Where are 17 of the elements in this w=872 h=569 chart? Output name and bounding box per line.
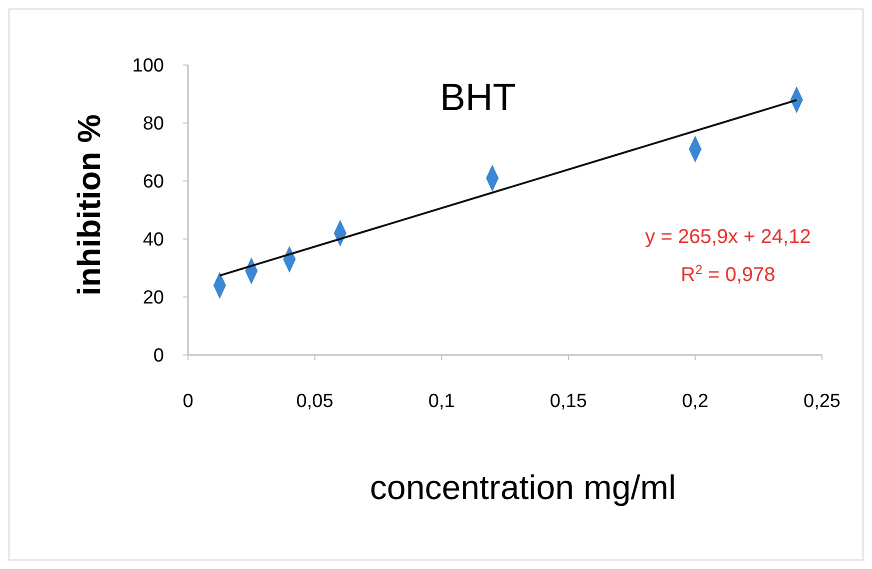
x-tick-label: 0,1	[428, 391, 455, 412]
y-tick-label: 40	[142, 230, 164, 251]
y-tick-label: 80	[142, 114, 164, 135]
y-tick-label: 100	[132, 56, 164, 77]
y-axis-title: inhibition %	[71, 114, 107, 296]
x-tick-label: 0	[182, 391, 194, 412]
y-tick-label: 20	[142, 288, 164, 309]
y-tick-label: 0	[153, 346, 164, 367]
y-tick-label: 60	[142, 172, 164, 193]
annotation: R$^{2}$ = 0,978	[680, 262, 776, 286]
x-tick-label: 0,2	[682, 391, 708, 412]
x-axis-title: concentration mg/ml	[370, 469, 676, 507]
x-tick-label: 0,05	[296, 391, 334, 412]
annotation: y = 265,9x + 24,12	[645, 226, 811, 248]
chart-title: BHT	[440, 77, 516, 119]
x-tick-label: 0,15	[550, 391, 587, 412]
x-tick-label: 0,25	[804, 391, 840, 412]
